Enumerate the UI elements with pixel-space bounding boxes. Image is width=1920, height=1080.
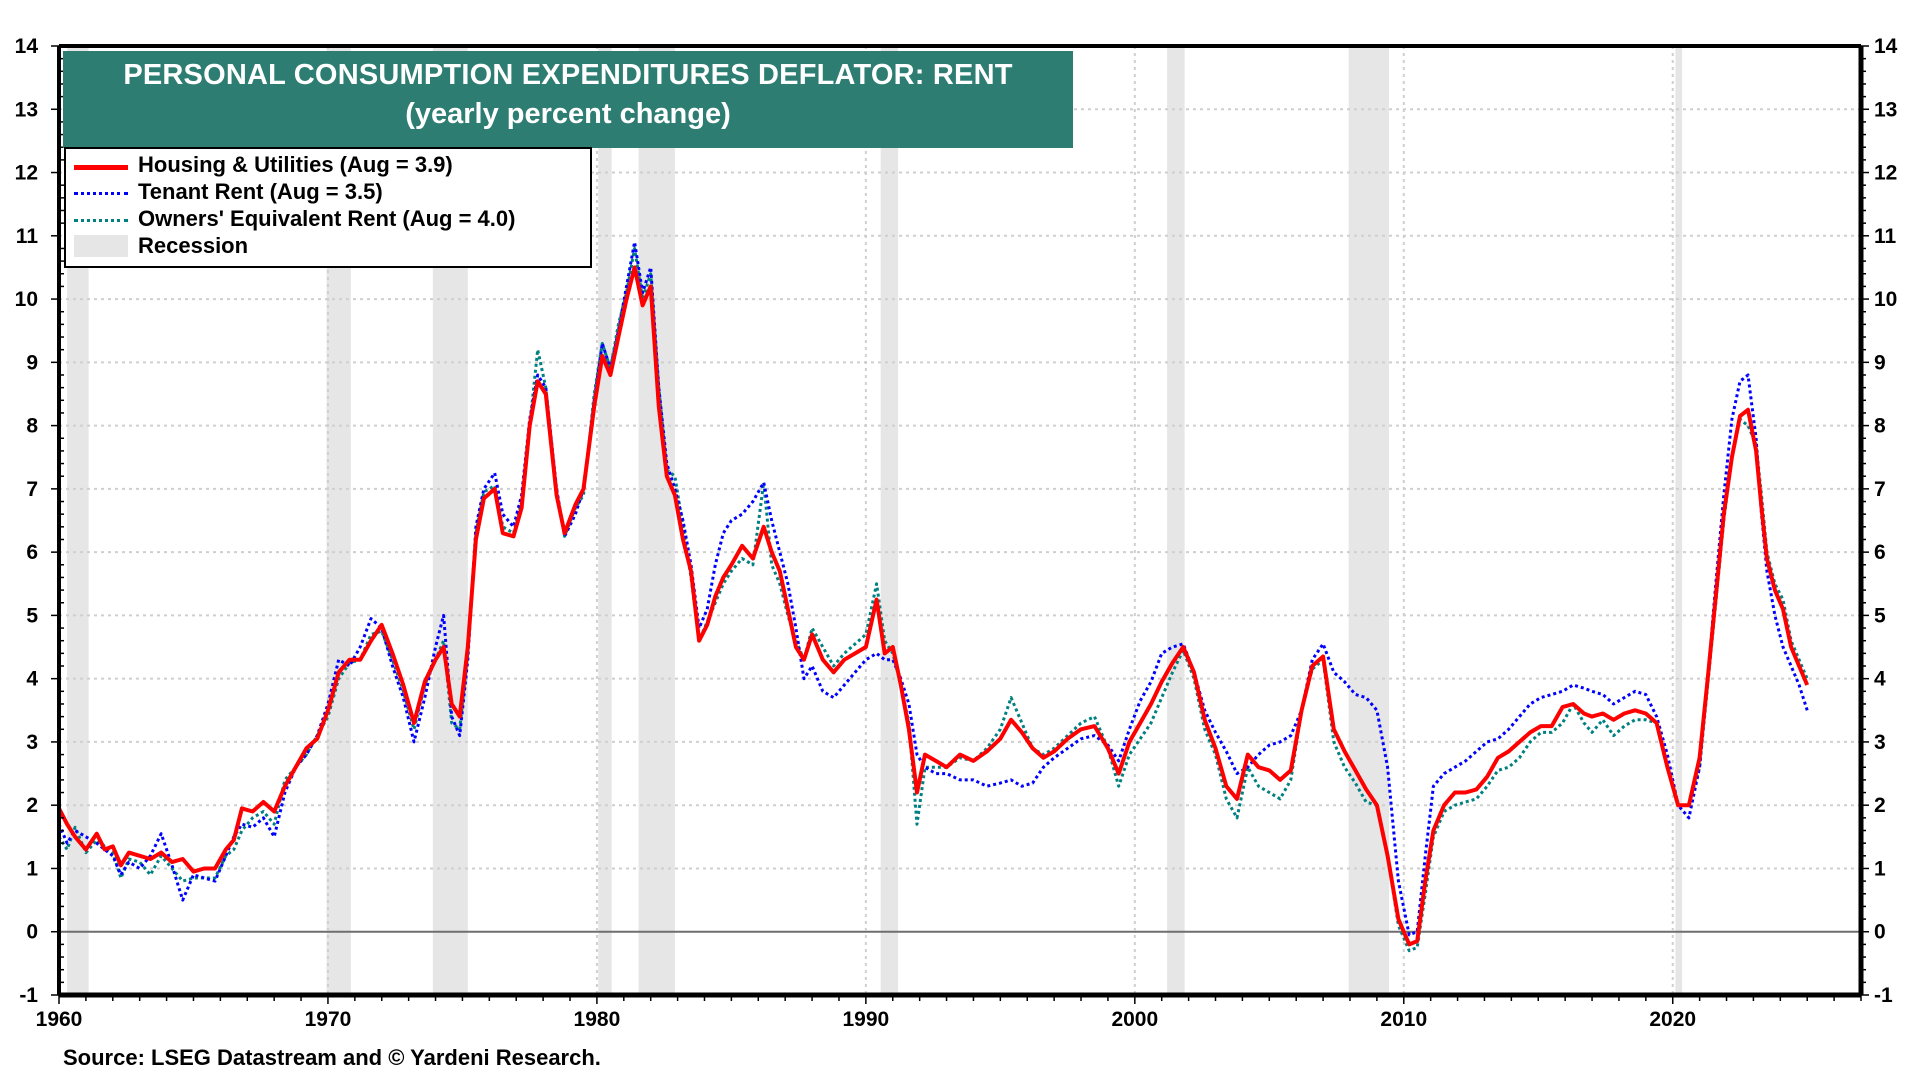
y-tick-label-right: 11 [1874,225,1897,248]
legend-swatch-recession [74,235,128,257]
y-tick-label-right: 10 [1874,288,1897,311]
y-tick-label-right: 1 [1874,857,1886,880]
legend-swatch-tenant-rent [74,192,128,195]
y-tick-label-left: 8 [26,415,38,438]
recession-bands [67,46,1683,995]
y-tick-label-left: 10 [15,288,38,311]
y-tick-label-right: 8 [1874,415,1886,438]
series-lines [57,240,1810,953]
y-tick-label-right: 4 [1874,668,1886,691]
x-tick-label: 1980 [574,1008,621,1031]
y-tick-label-right: 3 [1874,731,1886,754]
x-tick-label: 1970 [305,1008,352,1031]
y-tick-label-right: 6 [1874,541,1886,564]
x-tick-label: 2010 [1380,1008,1427,1031]
y-tick-label-left: 6 [26,541,38,564]
chart-title-box: PERSONAL CONSUMPTION EXPENDITURES DEFLAT… [63,51,1073,148]
recession-band [67,46,89,995]
y-tick-label-right: 12 [1874,162,1897,185]
y-tick-label-left: 5 [26,604,38,627]
series-line-tenant-rent [57,240,1809,937]
recession-band [880,46,899,995]
legend: Housing & Utilities (Aug = 3.9) Tenant R… [64,147,592,268]
recession-band [1675,46,1683,995]
legend-label: Owners' Equivalent Rent (Aug = 4.0) [138,206,516,231]
y-tick-label-right: 5 [1874,604,1886,627]
series-line-housing-utilities [57,265,1810,947]
y-tick-label-left: 0 [26,921,38,944]
y-tick-label-right: 2 [1874,794,1886,817]
x-tick-label: 2020 [1649,1008,1696,1031]
x-tick-label: 2000 [1111,1008,1158,1031]
y-tick-label-left: -1 [19,984,38,1007]
recession-band [1348,46,1389,995]
y-tick-label-right: 9 [1874,351,1886,374]
chart-subtitle: (yearly percent change) [405,98,731,130]
y-tick-label-left: 13 [15,98,38,121]
y-tick-label-left: 4 [26,668,38,691]
recession-band [598,46,612,995]
recession-band [638,46,675,995]
chart-title: PERSONAL CONSUMPTION EXPENDITURES DEFLAT… [123,59,1013,91]
legend-label: Recession [138,233,249,258]
legend-swatch-housing-utilities [74,165,128,170]
y-tick-label-right: 7 [1874,478,1886,501]
y-tick-label-right: -1 [1874,984,1893,1007]
y-tick-label-left: 9 [26,351,38,374]
y-tick-label-right: 13 [1874,98,1897,121]
y-tick-label-left: 7 [26,478,38,501]
y-tick-label-right: 14 [1874,35,1898,58]
y-tick-label-left: 14 [15,35,39,58]
y-tick-label-left: 11 [16,225,39,248]
y-tick-label-left: 12 [15,162,38,185]
legend-label: Tenant Rent (Aug = 3.5) [138,179,383,204]
source-note: Source: LSEG Datastream and © Yardeni Re… [63,1045,601,1070]
x-tick-label: 1990 [843,1008,890,1031]
series-line-owners-equivalent-rent [57,247,1809,953]
gridlines [59,46,1861,995]
recession-band [1167,46,1185,995]
y-tick-label-left: 2 [26,794,38,817]
legend-swatch-owners-equivalent-rent [74,219,128,222]
legend-label: Housing & Utilities (Aug = 3.9) [138,152,453,177]
y-tick-label-left: 1 [26,857,38,880]
y-tick-label-right: 0 [1874,921,1886,944]
y-tick-label-left: 3 [26,731,38,754]
x-tick-label: 1960 [36,1008,83,1031]
